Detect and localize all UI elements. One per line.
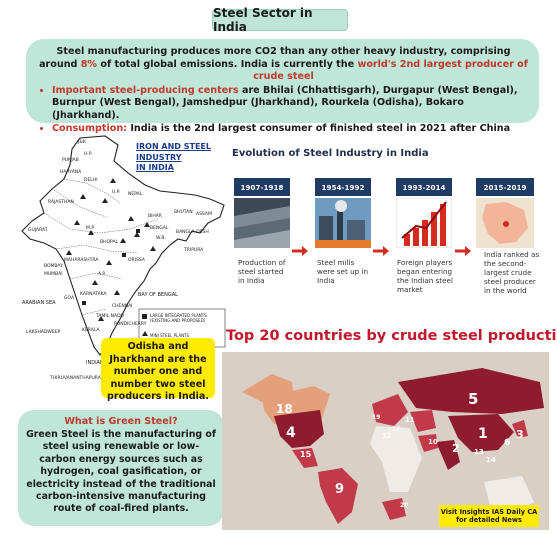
evolution-title: Evolution of Steel Industry in India: [232, 148, 429, 159]
map-legend-1: LARGE INTEGRATED PLANTS (EXISTING AND PR…: [150, 313, 207, 323]
intro-bullet-consumption: Consumption: India is the 2nd largest co…: [52, 123, 529, 136]
intro-lead-pct: 8%: [80, 58, 98, 70]
bullet-consumption-text: India is the 2nd largest consumer of fin…: [127, 122, 511, 134]
map-label: LAKSHADWEEP: [26, 330, 61, 335]
map-label: BHUTAN: [174, 210, 193, 215]
rank-label: 20: [400, 502, 409, 509]
intro-box: Steel manufacturing produces more CO2 th…: [26, 39, 539, 134]
green-steel-heading: What is Green Steel?: [64, 416, 178, 427]
map-label: BOMBAY: [44, 264, 63, 269]
bullet-consumption-label: Consumption:: [52, 122, 127, 134]
steel-plates-image: [234, 198, 290, 248]
map-label: ASSAM: [196, 212, 212, 217]
intro-lead: Steel manufacturing produces more CO2 th…: [38, 46, 529, 84]
evo-period-2: 1954-1992: [315, 178, 371, 196]
evo-period-3: 1993-2014: [396, 178, 452, 196]
steel-mill-image: [315, 198, 371, 248]
evo-desc-1: Production of steel started in India: [238, 258, 286, 285]
evo-desc-2: Steel mills were set up in India: [317, 258, 369, 285]
intro-lead-text-1: Steel manufacturing produces more CO2 th…: [39, 46, 511, 70]
map-label: MAHARASHTRA: [64, 258, 99, 263]
map-label: MUMBAI: [44, 272, 63, 277]
map-label: BENGAL: [150, 226, 169, 231]
rank-label: 11: [405, 416, 415, 424]
intro-bullet-centers: Important steel-producing centers are Bh…: [52, 85, 529, 123]
rank-label: 14: [486, 456, 496, 464]
arrow-right-icon: [292, 246, 308, 256]
map-label: HARYANA: [60, 170, 82, 175]
rank-label: 15: [300, 450, 312, 459]
map-label: W.B.: [156, 236, 166, 241]
map-label: H.P.: [84, 152, 93, 157]
india-map-title: IRON AND STEEL INDUSTRY IN INDIA: [136, 142, 226, 174]
world-map-title: Top 20 countries by crude steel producti…: [226, 328, 557, 344]
intro-bullets: Important steel-producing centers are Bh…: [38, 85, 529, 135]
map-label: KARNATAKA: [80, 292, 107, 297]
odisha-jharkhand-callout: Odisha and Jharkhand are the number one …: [101, 338, 215, 402]
map-label: J&K: [78, 140, 86, 145]
intro-lead-text-2: of total global emissions. India is curr…: [97, 58, 358, 70]
green-steel-box: What is Green Steel? Green Steel is the …: [18, 410, 224, 526]
arrow-right-icon: [455, 246, 471, 256]
rank-label: 3: [516, 428, 524, 441]
bullet-centers-label: Important steel-producing centers: [52, 84, 239, 96]
rank-label: 6: [504, 438, 511, 448]
map-label: CHENNAI: [112, 304, 133, 309]
growth-chart-image: [396, 198, 452, 248]
rank-label: 4: [286, 425, 296, 441]
map-title-line-3: IN INDIA: [136, 163, 174, 172]
evo-desc-3: Foreign players began entering the India…: [397, 258, 453, 294]
map-label: BIHAR: [148, 214, 163, 219]
map-label: BANGLA-DESH: [176, 230, 209, 235]
page-title: Steel Sector in India: [212, 6, 348, 34]
world-steel-map: [222, 352, 549, 530]
map-label: A.P.: [98, 272, 106, 277]
map-label: THIRUVANANTHAPURAM: [50, 376, 105, 381]
map-title-line-2: INDUSTRY: [136, 152, 182, 162]
rank-label: 17: [392, 426, 401, 433]
rank-label: 13: [474, 448, 484, 456]
rank-label: 18: [276, 402, 293, 416]
evo-period-1: 1907-1918: [234, 178, 290, 196]
map-title-line-1: IRON AND STEEL: [136, 142, 211, 151]
green-steel-text: Green Steel is the manufacturing of stee…: [26, 429, 216, 515]
map-label: PUNJAB: [62, 158, 79, 163]
map-label: PONDICHERRY: [114, 322, 147, 327]
map-label: ORISSA: [128, 258, 145, 263]
rank-label: 12: [382, 432, 392, 440]
map-label: TAMIL NADU: [96, 314, 124, 319]
rank-label: 10: [428, 438, 438, 446]
rank-label: 2: [452, 442, 460, 455]
map-label: GUJARAT: [28, 228, 48, 233]
map-label: TRIPURA: [184, 248, 204, 253]
evo-desc-4: India ranked as the second-largest crude…: [484, 250, 540, 295]
insights-note: Visit Insights IAS Daily CA for detailed…: [439, 505, 539, 527]
map-label: M.P.: [86, 226, 95, 231]
map-legend-2: MINI STEEL PLANTS: [150, 333, 190, 338]
rank-label: 5: [468, 390, 479, 408]
map-label: DELHI: [84, 178, 98, 183]
map-label: RAJASTHAN: [48, 200, 74, 205]
rank-label: 9: [335, 482, 345, 497]
evo-period-4: 2015-2019: [476, 178, 534, 196]
map-label: ARABIAN SEA: [22, 300, 56, 306]
map-label: U.P.: [112, 190, 121, 195]
rank-label: 1: [478, 426, 488, 442]
rank-label: 19: [372, 414, 381, 421]
map-label: NEPAL: [128, 192, 143, 197]
map-label: KERALA: [82, 328, 100, 333]
map-label: BHOPAL: [100, 240, 119, 245]
map-label: GOA: [64, 296, 75, 301]
world-map-image: [476, 198, 534, 248]
map-label: BAY OF BENGAL: [138, 292, 178, 298]
bullet-centers-text: are Bhilai (Chhattisgarh), Durgapur (Wes…: [52, 84, 518, 121]
arrow-right-icon: [373, 246, 389, 256]
intro-lead-highlight: world's 2nd largest producer of crude st…: [253, 58, 528, 83]
